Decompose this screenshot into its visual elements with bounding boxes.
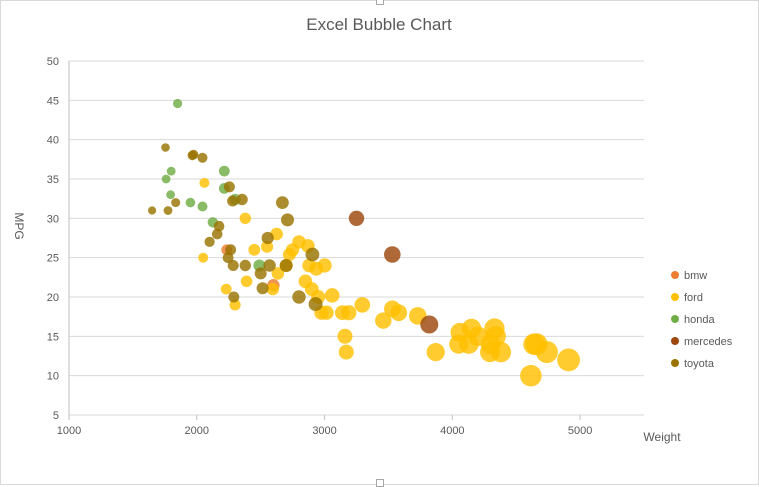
- y-tick-label: 25: [47, 253, 59, 265]
- resize-handle-top[interactable]: [376, 0, 384, 5]
- bubble-honda[interactable]: [166, 190, 176, 200]
- bubble-mercedes[interactable]: [420, 315, 439, 334]
- y-tick-label: 50: [47, 56, 59, 68]
- bubble-ford[interactable]: [337, 328, 353, 344]
- bubble-ford[interactable]: [319, 305, 334, 320]
- bubble-ford[interactable]: [261, 240, 274, 253]
- bubble-toyota[interactable]: [256, 282, 269, 295]
- bubble-toyota[interactable]: [276, 196, 289, 210]
- bubble-ford[interactable]: [390, 304, 408, 322]
- bubble-toyota[interactable]: [261, 231, 274, 245]
- legend-marker-honda: [671, 315, 679, 323]
- bubble-toyota[interactable]: [161, 143, 170, 152]
- y-tick-label: 45: [47, 95, 59, 107]
- bubble-toyota[interactable]: [227, 260, 239, 271]
- bubble-ford[interactable]: [239, 212, 251, 224]
- series-ford: [198, 177, 580, 387]
- bubble-mercedes[interactable]: [384, 246, 401, 263]
- x-tick-label: 2000: [185, 425, 209, 437]
- bubble-ford[interactable]: [266, 282, 279, 296]
- bubble-ford[interactable]: [324, 288, 340, 303]
- bubble-honda[interactable]: [173, 98, 183, 109]
- bubble-toyota[interactable]: [227, 195, 239, 207]
- y-tick-label: 10: [47, 371, 59, 383]
- bubble-ford[interactable]: [240, 275, 253, 288]
- chart-title: Excel Bubble Chart: [306, 15, 452, 34]
- bubble-toyota[interactable]: [225, 244, 237, 256]
- x-tick-label: 3000: [312, 425, 336, 437]
- bubble-toyota[interactable]: [223, 181, 235, 193]
- legend-marker-toyota: [671, 359, 679, 367]
- bubble-toyota[interactable]: [171, 198, 181, 208]
- bubble-toyota[interactable]: [305, 247, 320, 262]
- bubble-honda[interactable]: [218, 165, 230, 177]
- bubble-ford[interactable]: [341, 305, 357, 321]
- bubble-ford[interactable]: [375, 312, 392, 329]
- bubble-ford[interactable]: [520, 364, 542, 387]
- y-tick-label: 30: [47, 213, 59, 225]
- series-toyota: [148, 143, 323, 312]
- bubble-ford[interactable]: [535, 341, 558, 364]
- bubble-honda[interactable]: [197, 201, 208, 212]
- bubble-honda[interactable]: [185, 197, 196, 208]
- legend-label-ford: ford: [684, 292, 703, 304]
- x-tick-label: 5000: [568, 425, 592, 437]
- legend-label-bmw: bmw: [684, 270, 707, 282]
- bubble-toyota[interactable]: [228, 291, 240, 303]
- y-tick-label: 20: [47, 292, 59, 304]
- legend: bmw ford honda mercedes toyota: [671, 270, 733, 370]
- bubble-toyota[interactable]: [281, 213, 294, 227]
- bubble-ford[interactable]: [220, 283, 232, 295]
- legend-marker-mercedes: [671, 337, 679, 345]
- legend-label-honda: honda: [684, 314, 715, 326]
- bubble-toyota[interactable]: [213, 220, 225, 232]
- bubble-ford[interactable]: [317, 258, 332, 273]
- y-tick-label: 15: [47, 331, 59, 343]
- x-tick-label: 1000: [57, 425, 81, 437]
- bubble-toyota[interactable]: [263, 259, 276, 272]
- bubble-honda[interactable]: [166, 166, 176, 176]
- bubble-toyota[interactable]: [279, 259, 293, 272]
- y-tick-label: 5: [53, 410, 59, 422]
- bubble-ford[interactable]: [199, 177, 210, 188]
- legend-label-toyota: toyota: [684, 358, 715, 370]
- bubble-toyota[interactable]: [188, 149, 199, 160]
- bubble-toyota[interactable]: [197, 152, 208, 163]
- y-axis-label: MPG: [12, 212, 26, 239]
- bubble-toyota[interactable]: [148, 206, 157, 215]
- bubble-ford[interactable]: [354, 297, 371, 313]
- bubble-toyota[interactable]: [163, 206, 173, 215]
- x-axis-label: Weight: [643, 430, 681, 444]
- bubble-toyota[interactable]: [254, 267, 267, 280]
- bubble-ford[interactable]: [485, 326, 506, 347]
- bubble-toyota[interactable]: [292, 290, 306, 304]
- legend-marker-bmw: [671, 271, 679, 279]
- y-tick-label: 40: [47, 135, 59, 147]
- legend-label-mercedes: mercedes: [684, 336, 733, 348]
- bubble-ford[interactable]: [338, 344, 354, 360]
- y-tick-label: 35: [47, 174, 59, 186]
- bubble-toyota[interactable]: [204, 236, 215, 247]
- series-mercedes: [348, 210, 439, 334]
- bubble-ford[interactable]: [557, 348, 580, 372]
- bubble-ford[interactable]: [271, 267, 285, 280]
- bubble-ford[interactable]: [426, 343, 445, 362]
- series-honda: [161, 98, 266, 272]
- bubble-toyota[interactable]: [236, 193, 248, 206]
- x-tick-label: 4000: [440, 425, 464, 437]
- bubble-ford[interactable]: [490, 341, 512, 363]
- bubble-honda[interactable]: [161, 174, 171, 184]
- bubble-toyota[interactable]: [211, 228, 223, 240]
- bubble-ford[interactable]: [248, 243, 261, 256]
- bubble-toyota[interactable]: [239, 259, 251, 272]
- bubble-toyota[interactable]: [308, 297, 323, 312]
- legend-marker-ford: [671, 293, 679, 301]
- bubble-ford[interactable]: [198, 252, 209, 263]
- resize-handle-bottom[interactable]: [376, 479, 384, 487]
- bubble-mercedes[interactable]: [348, 210, 365, 226]
